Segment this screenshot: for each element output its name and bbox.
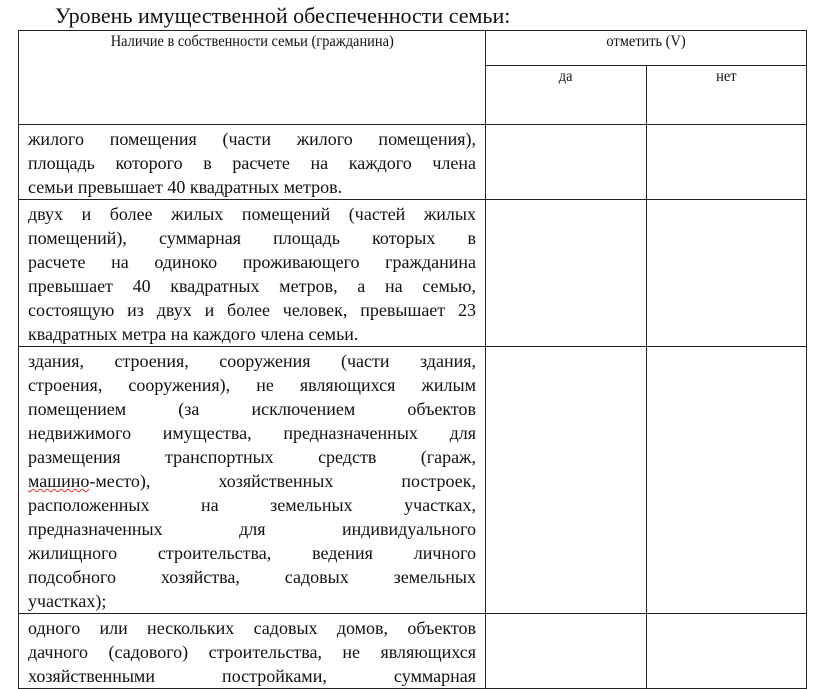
header-yes-label: да bbox=[558, 68, 573, 85]
description-line: размещения транспортных средств (гараж, bbox=[28, 447, 476, 467]
mark-cell-yes[interactable] bbox=[485, 124, 647, 200]
mark-cell-no[interactable] bbox=[645, 199, 807, 347]
table-row: жилого помещения (части жилого помещения… bbox=[18, 124, 807, 200]
mark-cell-no[interactable] bbox=[645, 124, 807, 200]
mark-cell-yes[interactable] bbox=[485, 346, 647, 614]
table-row: здания, строения, сооружения (части здан… bbox=[18, 346, 807, 614]
header-yes: да bbox=[485, 65, 647, 125]
header-property: Наличие в собственности семьи (гражданин… bbox=[18, 30, 486, 125]
header-mark-label: отметить (V) bbox=[606, 33, 686, 50]
description-line: одного или нескольких садовых домов, объ… bbox=[28, 618, 476, 638]
property-description: двух и более жилых помещений (частей жил… bbox=[18, 199, 486, 347]
description-line: участках); bbox=[28, 591, 107, 611]
description-line: подсобного хозяйства, садовых земельных bbox=[28, 567, 476, 587]
mark-cell-no[interactable] bbox=[645, 346, 807, 614]
description-line: превышает 40 квадратных метров, а на сем… bbox=[28, 276, 476, 296]
table-subheader-row: да нет bbox=[19, 65, 807, 125]
description-line: помещением (за исключением объектов bbox=[28, 399, 476, 419]
description-line: квадратных метра на каждого члена семьи. bbox=[28, 324, 359, 344]
description-line: жилого помещения (части жилого помещения… bbox=[28, 129, 476, 149]
description-line: хозяйственными постройками, суммарная bbox=[28, 666, 476, 686]
description-line: расчете на одиноко проживающего граждани… bbox=[28, 252, 476, 272]
property-description: одного или нескольких садовых домов, объ… bbox=[18, 613, 486, 689]
property-description: жилого помещения (части жилого помещения… bbox=[18, 124, 486, 200]
description-line: предназначенных для индивидуального bbox=[28, 519, 476, 539]
table-row: одного или нескольких садовых домов, объ… bbox=[18, 613, 807, 689]
description-line: семьи превышает 40 квадратных метров. bbox=[28, 177, 343, 197]
header-property-label: Наличие в собственности семьи (гражданин… bbox=[110, 33, 394, 50]
description-line: недвижимого имущества, предназначенных д… bbox=[28, 423, 476, 443]
description-line: строения, сооружения), не являющихся жил… bbox=[28, 375, 476, 395]
description-line: здания, строения, сооружения (части здан… bbox=[28, 351, 476, 371]
header-no: нет bbox=[645, 65, 807, 125]
property-table: Наличие в собственности семьи (гражданин… bbox=[18, 30, 807, 689]
description-line: расположенных на земельных участках, bbox=[28, 495, 476, 515]
header-mark: отметить (V) bbox=[485, 30, 807, 66]
mark-cell-yes[interactable] bbox=[485, 613, 647, 689]
table-header-row: Наличие в собственности семьи (гражданин… bbox=[18, 30, 807, 125]
description-line: площадь которого в расчете на каждого чл… bbox=[28, 153, 476, 173]
table-row: двух и более жилых помещений (частей жил… bbox=[18, 199, 807, 347]
mark-cell-yes[interactable] bbox=[485, 199, 647, 347]
description-line: состоящую из двух и более человек, превы… bbox=[28, 300, 476, 320]
page-title: Уровень имущественной обеспеченности сем… bbox=[55, 3, 511, 28]
description-line: дачного (садового) строительства, не явл… bbox=[28, 642, 476, 662]
property-description: здания, строения, сооружения (части здан… bbox=[18, 346, 486, 614]
description-line: жилищного строительства, ведения личного bbox=[28, 543, 476, 563]
description-line: машино-место), хозяйственных построек, bbox=[28, 471, 476, 491]
description-line: помещений), суммарная площадь которых в bbox=[28, 228, 476, 248]
mark-cell-no[interactable] bbox=[645, 613, 807, 689]
description-line: двух и более жилых помещений (частей жил… bbox=[28, 204, 476, 224]
spellcheck-mark: машино bbox=[28, 471, 90, 491]
header-no-label: нет bbox=[716, 68, 737, 85]
